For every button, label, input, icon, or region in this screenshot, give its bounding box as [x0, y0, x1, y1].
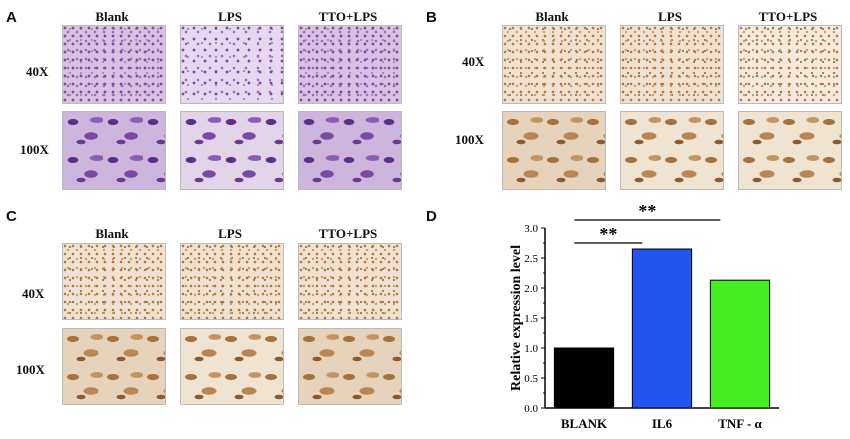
panel-b-row-40x: 40X: [462, 54, 485, 69]
y-tick-label: 0.0: [524, 403, 538, 415]
y-tick-label: 1.5: [524, 313, 538, 325]
panel-c-column-lps: LPS: [218, 226, 242, 241]
panel-c-column-blank: Blank: [95, 226, 129, 241]
y-tick-label: 1.0: [524, 343, 538, 355]
panel-label-c: C: [6, 208, 17, 225]
panel-b-lps-100x-micrograph: [620, 111, 724, 190]
x-tick-label: IL6: [652, 416, 673, 431]
x-tick-label: TNF - α: [718, 416, 762, 431]
panel-b-tto-lps-40x-micrograph: [738, 25, 842, 104]
panel-a-column-tto-lps: TTO+LPS: [318, 9, 378, 24]
panel-b-tto-lps-100x-micrograph: [738, 111, 842, 190]
panel-b-blank-100x-micrograph: [502, 111, 606, 190]
panel-label-b: B: [426, 9, 437, 26]
bar-2: [709, 279, 771, 409]
significance-label: **: [638, 201, 656, 221]
y-axis-label: Relative expression level: [509, 245, 524, 391]
panel-c-tto-lps-100x-micrograph: [298, 328, 402, 405]
panel-b-blank-40x-micrograph: [502, 25, 606, 104]
panel-a-column-lps: LPS: [218, 9, 242, 24]
x-tick-label: BLANK: [561, 416, 608, 431]
panel-b-lps-40x-micrograph: [620, 25, 724, 104]
panel-a-tto-lps-40x-micrograph: [298, 25, 402, 104]
y-tick-label: 3.0: [524, 223, 538, 235]
panel-c-blank-100x-micrograph: [62, 328, 166, 405]
y-tick-label: 2.5: [524, 253, 538, 265]
panel-c-lps-40x-micrograph: [180, 243, 284, 320]
panel-label-d: D: [426, 208, 437, 225]
panel-a-lps-100x-micrograph: [180, 111, 284, 190]
y-tick-label: 2.0: [524, 283, 538, 295]
panel-c-blank-40x-micrograph: [62, 243, 166, 320]
panel-a-row-100x: 100X: [20, 142, 49, 157]
panel-c-row-40x: 40X: [22, 286, 45, 301]
significance-label: **: [599, 224, 617, 244]
panel-c-column-tto-lps: TTO+LPS: [318, 226, 378, 241]
panel-a-lps-40x-micrograph: [180, 25, 284, 104]
panel-a-column-blank: Blank: [95, 9, 129, 24]
panel-a-tto-lps-100x-micrograph: [298, 111, 402, 190]
bar-0: [553, 347, 615, 409]
panel-label-a: A: [6, 9, 17, 26]
bar-1: [631, 248, 693, 409]
panel-c-lps-100x-micrograph: [180, 328, 284, 405]
panel-c-tto-lps-40x-micrograph: [298, 243, 402, 320]
y-tick-label: 0.5: [524, 373, 538, 385]
panel-b-row-100x: 100X: [455, 132, 484, 147]
panel-b-column-lps: LPS: [658, 9, 682, 24]
panel-a-blank-40x-micrograph: [62, 25, 166, 104]
panel-a-blank-100x-micrograph: [62, 111, 166, 190]
panel-b-column-tto-lps: TTO+LPS: [758, 9, 818, 24]
panel-b-column-blank: Blank: [535, 9, 569, 24]
panel-c-row-100x: 100X: [16, 362, 45, 377]
panel-a-row-40x: 40X: [26, 64, 49, 79]
